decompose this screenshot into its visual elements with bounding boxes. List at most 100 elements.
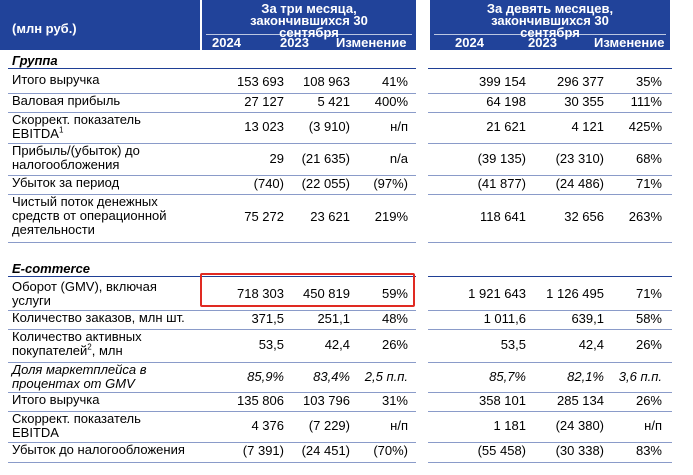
row-label-suffix: , млн [91,343,123,358]
table-cell: (97%) [373,176,408,191]
row-divider [428,93,672,94]
table-cell: 13 023 [244,119,284,134]
table-cell: 42,4 [578,337,604,352]
row-label: Скоррект. показатель EBITDA [12,412,162,440]
table-cell: (7 229) [308,418,350,433]
table-cell: 85,9% [247,369,284,384]
row-label: Оборот (GMV), включая услуги [12,280,172,308]
table-cell: 1 011,6 [483,311,526,326]
footnote-marker: 2 [87,342,92,352]
table-cell: 296 377 [557,74,604,89]
table-cell: (30 338) [555,443,604,458]
row-label-text: Количество заказов, млн шт. [12,310,185,325]
table-cell: 371,5 [251,311,284,326]
row-label-text: Убыток за период [12,175,120,190]
section-group: Группа [12,53,58,68]
table-cell: 358 101 [479,393,526,408]
table-cell: 450 819 [303,286,350,301]
table-cell: 4 376 [251,418,284,433]
table-cell: 21 621 [486,119,526,134]
table-cell: 29 [269,151,284,166]
table-cell: 53,5 [500,337,526,352]
section-rule [8,276,416,277]
table-cell: (740) [253,176,284,191]
row-divider [8,143,416,144]
table-cell: 108 963 [303,74,350,89]
row-divider [428,175,672,176]
table-cell: (7 391) [242,443,284,458]
row-label-text: Доля маркетплейса в процентах от GMV [12,362,147,391]
section-ecommerce: E-commerce [12,261,91,276]
row-divider [8,392,416,393]
period-title-3m: За три месяца, закончившихся 30 сентября [250,1,368,40]
table-cell: 5 421 [317,94,350,109]
row-divider [428,392,672,393]
table-cell: 75 272 [244,209,284,224]
table-cell: 1 181 [493,418,526,433]
row-label: Доля маркетплейса в процентах от GMV [12,363,172,391]
table-cell: н/п [390,418,408,433]
table-cell: н/п [644,418,662,433]
row-label-text: Количество активных покупателей [12,329,142,358]
table-cell: (41 877) [477,176,526,191]
table-cell: 68% [635,151,662,166]
row-divider [428,329,672,330]
table-cell: 85,7% [489,369,526,384]
row-label: Чистый поток денежных средств от операци… [12,195,182,237]
table-cell: 48% [381,311,408,326]
table-cell: 135 806 [237,393,284,408]
table-cell: 285 134 [557,393,604,408]
table-cell: 1 921 643 [468,286,526,301]
table-cell: 64 198 [486,94,526,109]
table-cell: (3 910) [308,119,350,134]
table-cell: 399 154 [479,74,526,89]
row-divider [428,242,672,243]
table-cell: 71% [635,176,662,191]
row-divider [8,112,416,113]
row-label: Убыток до налогообложения [12,443,202,457]
year-9m-2023: 2023 [528,35,557,50]
row-divider [428,442,672,443]
table-cell: (23 310) [555,151,604,166]
table-cell: 26% [635,393,662,408]
row-label: Скоррект. показатель EBITDA1 [12,113,162,141]
unit-label: (млн руб.) [12,21,77,36]
row-label: Убыток за период [12,176,192,190]
table-cell: 2,5 п.п. [364,369,408,384]
table-cell: 3,6 п.п. [618,369,662,384]
row-divider [428,194,672,195]
table-cell: н/п [390,119,408,134]
row-divider [428,411,672,412]
row-divider [8,310,416,311]
row-divider [428,143,672,144]
table-cell: 103 796 [303,393,350,408]
row-label-text: Скоррект. показатель EBITDA [12,411,141,440]
table-cell: 27 127 [244,94,284,109]
table-cell: (39 135) [477,151,526,166]
row-label-text: Итого выручка [12,72,100,87]
table-cell: (24 380) [555,418,604,433]
table-cell: 251,1 [317,311,350,326]
table-cell: 219% [374,209,408,224]
row-divider [428,112,672,113]
row-label-text: Скоррект. показатель EBITDA [12,112,141,141]
row-label-text: Прибыль/(убыток) до налогообложения [12,143,140,172]
row-label-text: Убыток до налогообложения [12,442,185,457]
unit-header: (млн руб.) [0,0,200,50]
row-label-text: Итого выручка [12,392,100,407]
section-rule [8,68,416,69]
row-divider [8,411,416,412]
table-cell: 118 641 [479,209,526,224]
period-header-9m: За девять месяцев, закончившихся 30 сент… [430,0,670,50]
row-label: Прибыль/(убыток) до налогообложения [12,144,162,172]
row-divider [8,194,416,195]
change-3m-header: Изменение [336,35,407,50]
table-cell: 400% [374,94,408,109]
gmv-highlight-box [200,273,415,307]
table-cell: 71% [635,286,662,301]
row-label-text: Чистый поток денежных средств от операци… [12,194,167,237]
table-cell: 639,1 [571,311,604,326]
row-divider [8,93,416,94]
row-divider [8,329,416,330]
row-label: Количество активных покупателей2, млн [12,330,162,358]
